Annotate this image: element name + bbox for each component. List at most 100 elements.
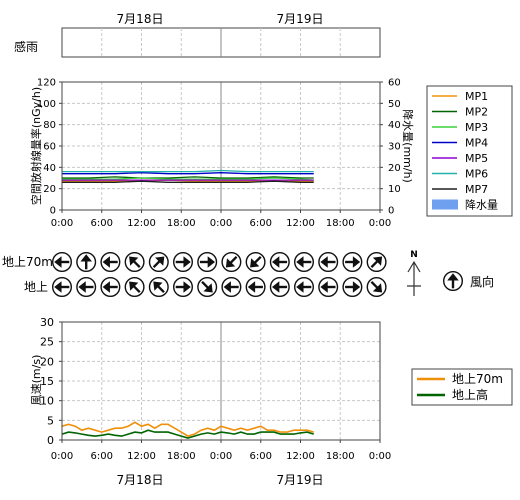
ws-y-tick-label: 25 xyxy=(40,336,54,349)
ws-y-tick-label: 0 xyxy=(47,434,54,447)
wind-dir-arrow-icon-r0-13 xyxy=(366,251,387,273)
ws-series-0 xyxy=(61,421,314,437)
wind-dir-arrow-icon-r0-9 xyxy=(269,251,290,273)
wind-dir-arrow-icon-r1-13-glyph xyxy=(370,280,383,293)
wind-dir-arrow-icon-r1-5-head xyxy=(183,281,191,293)
wind-dir-arrow-icon-r0-11-glyph xyxy=(320,256,336,268)
dose-legend-label-mp5: MP5 xyxy=(465,152,488,165)
wind-dir-arrow-icon-r0-3-head xyxy=(129,256,139,266)
dose-x-tick-label: 18:00 xyxy=(167,218,196,229)
wind-dir-arrow-icon-r0-8-glyph xyxy=(250,255,262,268)
wind-dir-arrow-icon-r1-11-head xyxy=(320,281,328,293)
rain-legend-swatch xyxy=(432,199,458,210)
ws-series-1 xyxy=(61,429,314,439)
wind-dir-arrow-icon-r0-0 xyxy=(51,251,73,273)
wind-dir-arrow-icon-r0-2 xyxy=(100,251,121,273)
dose-y-tick-label: 120 xyxy=(37,78,56,89)
wind-dir-arrow-icon-r1-3 xyxy=(124,276,145,298)
rain-y2-tick-label: 20 xyxy=(388,163,401,174)
wind-dir-arrow-icon-r1-10-head xyxy=(296,281,304,293)
ws-y-tick-label: 15 xyxy=(40,375,54,388)
wind-dir-arrow-icon-r0-5 xyxy=(172,251,194,273)
dose-legend-label-mp3: MP3 xyxy=(465,121,488,134)
date-label-bottom-1: 7月18日 xyxy=(117,473,164,487)
rain-y2-tick-label: 10 xyxy=(388,184,401,195)
rain-y2-tick-label: 60 xyxy=(388,78,401,89)
wind-dir-arrow-icon-r0-4 xyxy=(148,251,169,273)
wind-dir-arrow-icon-r0-9-head xyxy=(271,256,280,268)
ws-x-tick-label: 0:00 xyxy=(51,451,73,462)
wind-dir-arrow-icon-r1-13-head xyxy=(372,283,383,293)
wind-dir-arrow-icon-r1-13 xyxy=(366,276,387,298)
wind-dir-arrow-icon-r0-8-head xyxy=(250,258,260,268)
wind-dir-arrow-icon-r1-8 xyxy=(245,276,266,298)
wind-dir-arrow-icon-r1-7-head xyxy=(223,281,231,293)
ws-x-tick-label: 18:00 xyxy=(326,451,355,462)
wind-dir-arrow-icon-r0-9-glyph xyxy=(271,256,288,268)
wind-dir-arrow-icon-r0-10-glyph xyxy=(296,256,312,268)
dose-series-mp7 xyxy=(62,180,314,183)
wind-dir-arrow-icon-r0-13-glyph xyxy=(370,256,383,269)
wind-dir-arrow-icon-r0-7-glyph xyxy=(225,255,238,268)
wind-dir-arrow-icon-r0-7-head xyxy=(225,258,236,268)
wind-dir-arrow-icon-r1-9-glyph xyxy=(271,281,288,293)
wind-dir-arrow-icon-r0-11-head xyxy=(320,256,328,268)
ws-x-tick-label: 0:00 xyxy=(210,451,232,462)
wind-dir-arrow-icon-r0-0-glyph xyxy=(54,256,70,268)
wind-dir-arrow-icon-r0-6-glyph xyxy=(199,256,215,268)
dose-series-mp2 xyxy=(62,176,314,179)
wind-dir-arrow-icon-r1-10 xyxy=(293,276,315,298)
wind-dir-arrow-icon-r0-4-glyph xyxy=(152,256,165,269)
ws-y-tick-label: 30 xyxy=(40,316,54,329)
dose-legend-frame xyxy=(426,85,513,217)
wind-direction-legend-label: 風向 xyxy=(470,274,494,289)
dose-x-tick-label: 6:00 xyxy=(91,218,113,229)
ws-y-tick-label: 10 xyxy=(40,395,54,408)
dose-y-axis-label: 空間放射線量率(nGy/h) xyxy=(29,87,43,205)
wind-dir-arrow-icon-r1-4-glyph xyxy=(153,281,165,294)
dose-series-mp4 xyxy=(62,172,314,175)
wind-dir-arrow-icon-r1-11 xyxy=(318,276,339,298)
wind-dir-arrow-icon-r1-5 xyxy=(172,276,194,298)
wind-dir-arrow-icon-r1-4-head xyxy=(153,281,163,291)
dose-y-tick-label: 100 xyxy=(37,99,56,110)
wind-dir-arrow-icon-r1-7 xyxy=(221,276,242,298)
wind-dir-arrow-icon-r1-10-glyph xyxy=(296,281,312,293)
dose-y-tick-label: 80 xyxy=(43,120,56,131)
wind-dir-arrow-icon-r0-11 xyxy=(318,251,339,273)
ws-x-tick-label: 6:00 xyxy=(250,451,272,462)
dose-x-tick-label: 18:00 xyxy=(326,218,355,229)
wind-dir-arrow-icon-r1-9 xyxy=(269,276,290,298)
dose-rate-chart: 0 0 20 10 40 20 60 30 80 40 100 50 120 60 0:00 6:00 12:0… xyxy=(37,78,401,230)
wind-dir-arrow-icon-r1-5-glyph xyxy=(175,281,191,293)
ws-x-tick-label: 12:00 xyxy=(286,451,315,462)
dose-legend: MP1 MP2 MP3 MP4 MP5 MP6 MP7 降水量 xyxy=(426,85,513,217)
dose-legend-label-mp7: MP7 xyxy=(465,183,488,196)
wind-dir-arrow-icon-r0-6 xyxy=(197,251,218,273)
dose-x-tick-label: 0:00 xyxy=(369,218,391,229)
rain-y2-tick-label: 40 xyxy=(388,120,401,131)
wind-dir-arrow-icon-r0-4-head xyxy=(155,256,165,266)
wind-dir-arrow-icon-r1-2 xyxy=(100,276,121,298)
wind-dir-arrow-icon-r1-12-head xyxy=(352,281,361,293)
rain-y2-tick-label: 50 xyxy=(388,99,401,110)
wind-dir-arrow-icon-r0-2-head xyxy=(102,256,110,268)
date-label-bottom-2: 7月19日 xyxy=(277,473,324,487)
rain-strip-label: 感雨 xyxy=(14,39,38,54)
wind-dir-arrow-icon-r1-0-glyph xyxy=(54,281,70,293)
wind-dir-arrow-icon-r1-11-glyph xyxy=(320,281,336,293)
wind-dir-arrow-icon-r1-1-head xyxy=(78,281,86,293)
wind-dir-arrow-icon-r0-3-glyph xyxy=(129,256,141,269)
dose-x-tick-label: 12:00 xyxy=(286,218,315,229)
wind-dir-arrow-icon-r1-3-glyph xyxy=(129,281,141,294)
wind-dir-arrow-icon-r1-0-head xyxy=(54,281,62,293)
wind-dir-arrow-icon-r0-1-glyph xyxy=(80,254,92,270)
wind-dir-arrow-icon-r0-1-head xyxy=(80,254,92,262)
wind-dir-arrow-icon-r0-12-glyph xyxy=(345,256,361,268)
wind-direction-rows xyxy=(51,251,387,298)
dose-x-tick-label: 6:00 xyxy=(250,218,272,229)
wind-dir-arrow-icon-r0-10 xyxy=(293,251,315,273)
dose-series-mp3 xyxy=(62,177,314,181)
